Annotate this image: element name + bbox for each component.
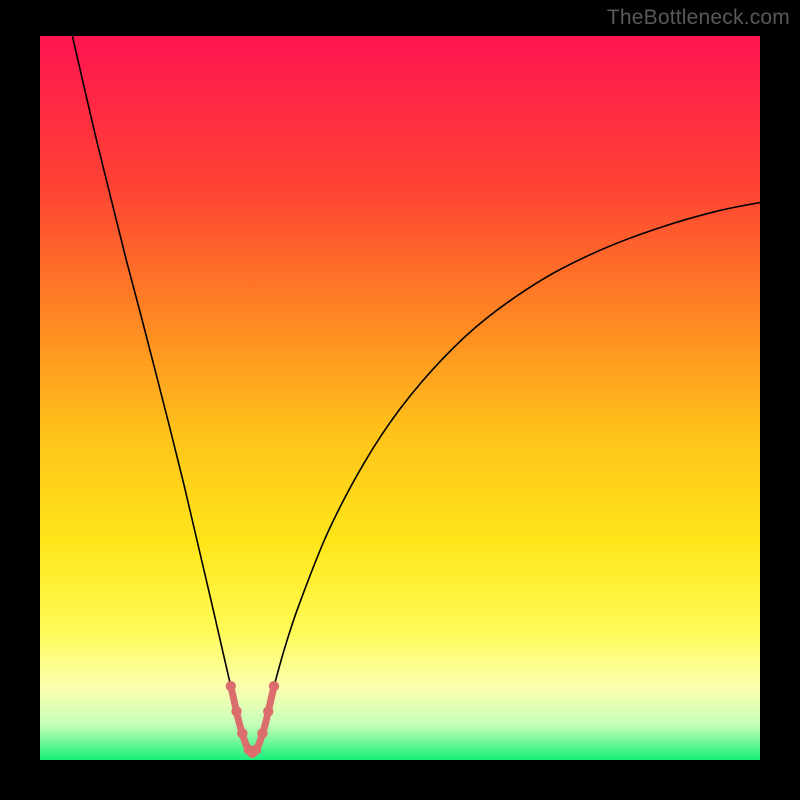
highlight-marker — [263, 706, 273, 716]
chart-stage: TheBottleneck.com — [0, 0, 800, 800]
watermark-text: TheBottleneck.com — [607, 6, 790, 30]
highlight-marker — [226, 681, 236, 691]
plot-background — [40, 36, 760, 760]
bottleneck-chart — [0, 0, 800, 800]
highlight-marker — [237, 728, 247, 738]
highlight-marker — [269, 681, 279, 691]
highlight-marker — [231, 706, 241, 716]
highlight-marker — [251, 745, 261, 755]
highlight-marker — [257, 728, 267, 738]
